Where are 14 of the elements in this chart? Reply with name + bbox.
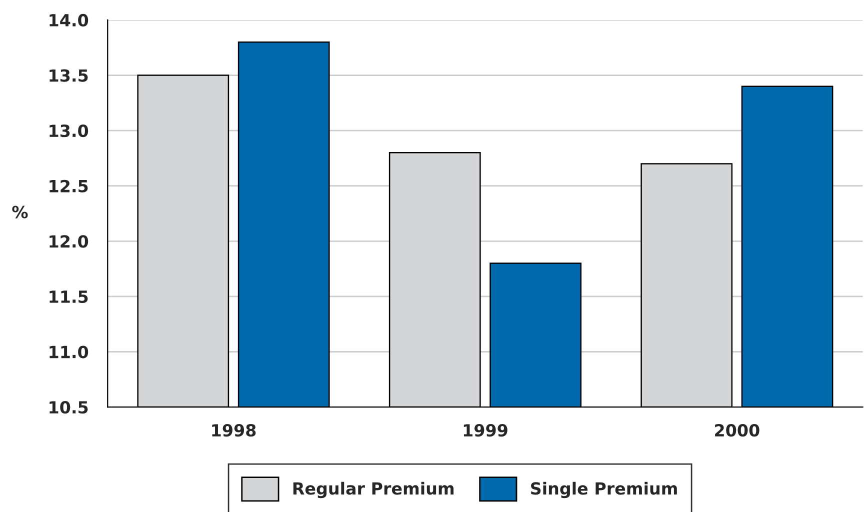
y-tick-label: 13.0 xyxy=(50,124,88,138)
y-tick-label: 11.0 xyxy=(50,346,88,358)
x-tick-label: 2000 xyxy=(715,424,760,437)
x-tick-label: 1998 xyxy=(212,424,256,437)
y-tick-label: 12.5 xyxy=(50,180,88,192)
y-tick-label: 10.5 xyxy=(50,401,88,414)
y-tick-label: 14.0 xyxy=(50,14,88,27)
x-tick-label: 1999 xyxy=(464,424,508,437)
legend-label: Single Premium xyxy=(531,482,677,498)
legend-label: Regular Premium xyxy=(293,482,454,498)
y-tick-label: 11.5 xyxy=(50,290,88,304)
y-tick-label: 12.0 xyxy=(50,235,88,248)
y-tick-label: 13.5 xyxy=(50,69,88,82)
y-axis-title: % xyxy=(12,206,28,218)
